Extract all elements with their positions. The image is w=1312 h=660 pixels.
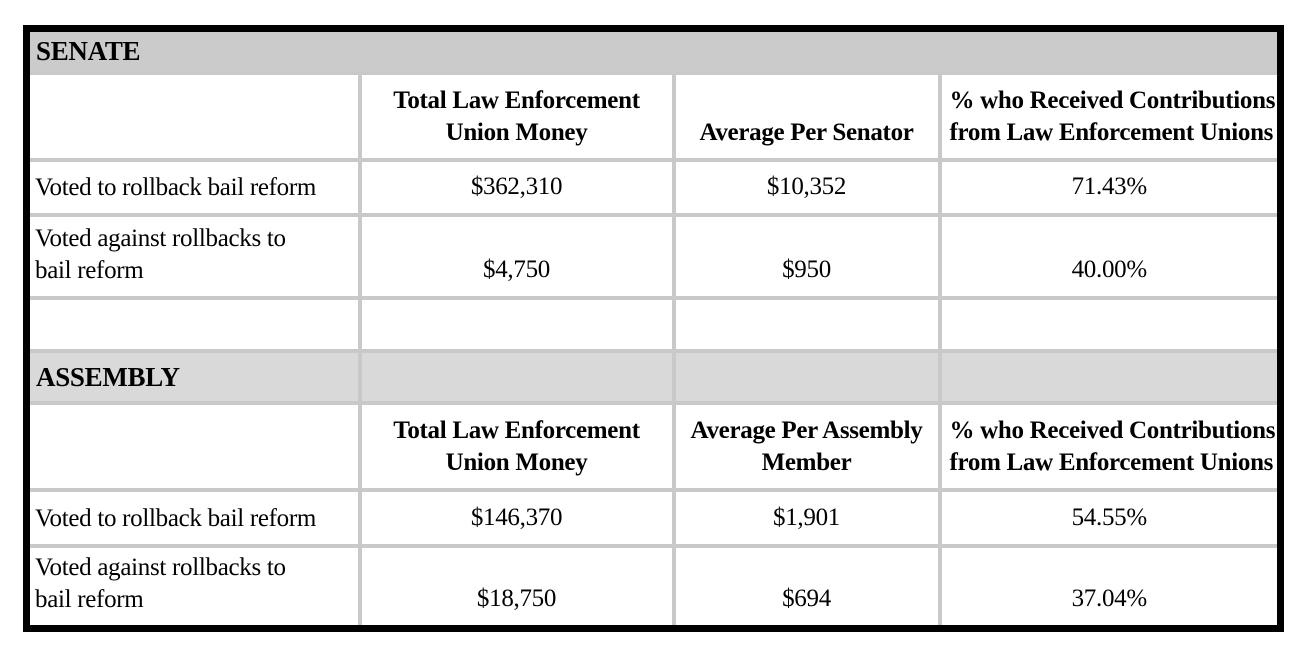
assembly-rollback-percent: 54.55% [937, 488, 1283, 548]
table-row: Voted to rollback bail reform $362,310 $… [24, 157, 1283, 218]
table-row: Voted against rollbacks to bail reform $… [24, 543, 1283, 631]
assembly-against-total: $18,750 [357, 543, 676, 631]
assembly-band-cell [937, 348, 1283, 406]
table-row: Voted against rollbacks to bail reform $… [24, 213, 1283, 301]
assembly-header-row: Total Law Enforcement Union Money Averag… [24, 401, 1283, 493]
spacer-cell [357, 296, 676, 353]
senate-header-blank [24, 70, 362, 162]
senate-header-percent: % who Received Contributions from Law En… [937, 70, 1283, 162]
senate-row-label-against: Voted against rollbacks to bail reform [24, 213, 362, 301]
spacer-cell [24, 296, 362, 353]
senate-rollback-percent: 71.43% [937, 157, 1283, 218]
contributions-table-container: SENATE Total Law Enforcement Union Money… [23, 25, 1284, 632]
assembly-row-label-against: Voted against rollbacks to bail reform [24, 543, 362, 631]
senate-against-average: $950 [671, 213, 942, 301]
assembly-against-percent: 37.04% [937, 543, 1283, 631]
assembly-rollback-total: $146,370 [357, 488, 676, 548]
assembly-row-label-rollback: Voted to rollback bail reform [24, 488, 362, 548]
spacer-cell [937, 296, 1283, 353]
assembly-section-title: ASSEMBLY [24, 348, 362, 406]
spacer-row [24, 296, 1283, 353]
table-row: Voted to rollback bail reform $146,370 $… [24, 488, 1283, 548]
spacer-cell [671, 296, 942, 353]
senate-section-row: SENATE [24, 26, 1283, 76]
senate-row-label-rollback: Voted to rollback bail reform [24, 157, 362, 218]
assembly-header-average: Average Per Assembly Member [671, 401, 942, 493]
senate-against-total: $4,750 [357, 213, 676, 301]
assembly-band-cell [357, 348, 676, 406]
senate-header-row: Total Law Enforcement Union Money Averag… [24, 70, 1283, 162]
senate-rollback-total: $362,310 [357, 157, 676, 218]
senate-against-percent: 40.00% [937, 213, 1283, 301]
assembly-rollback-average: $1,901 [671, 488, 942, 548]
assembly-against-average: $694 [671, 543, 942, 631]
senate-header-total-money: Total Law Enforcement Union Money [357, 70, 676, 162]
senate-section-title: SENATE [24, 26, 1283, 76]
assembly-header-total-money: Total Law Enforcement Union Money [357, 401, 676, 493]
senate-header-average: Average Per Senator [671, 70, 942, 162]
assembly-section-row: ASSEMBLY [24, 348, 1283, 406]
assembly-header-blank [24, 401, 362, 493]
senate-rollback-average: $10,352 [671, 157, 942, 218]
assembly-band-cell [671, 348, 942, 406]
law-enforcement-contributions-table: SENATE Total Law Enforcement Union Money… [23, 25, 1284, 632]
assembly-header-percent: % who Received Contributions from Law En… [937, 401, 1283, 493]
